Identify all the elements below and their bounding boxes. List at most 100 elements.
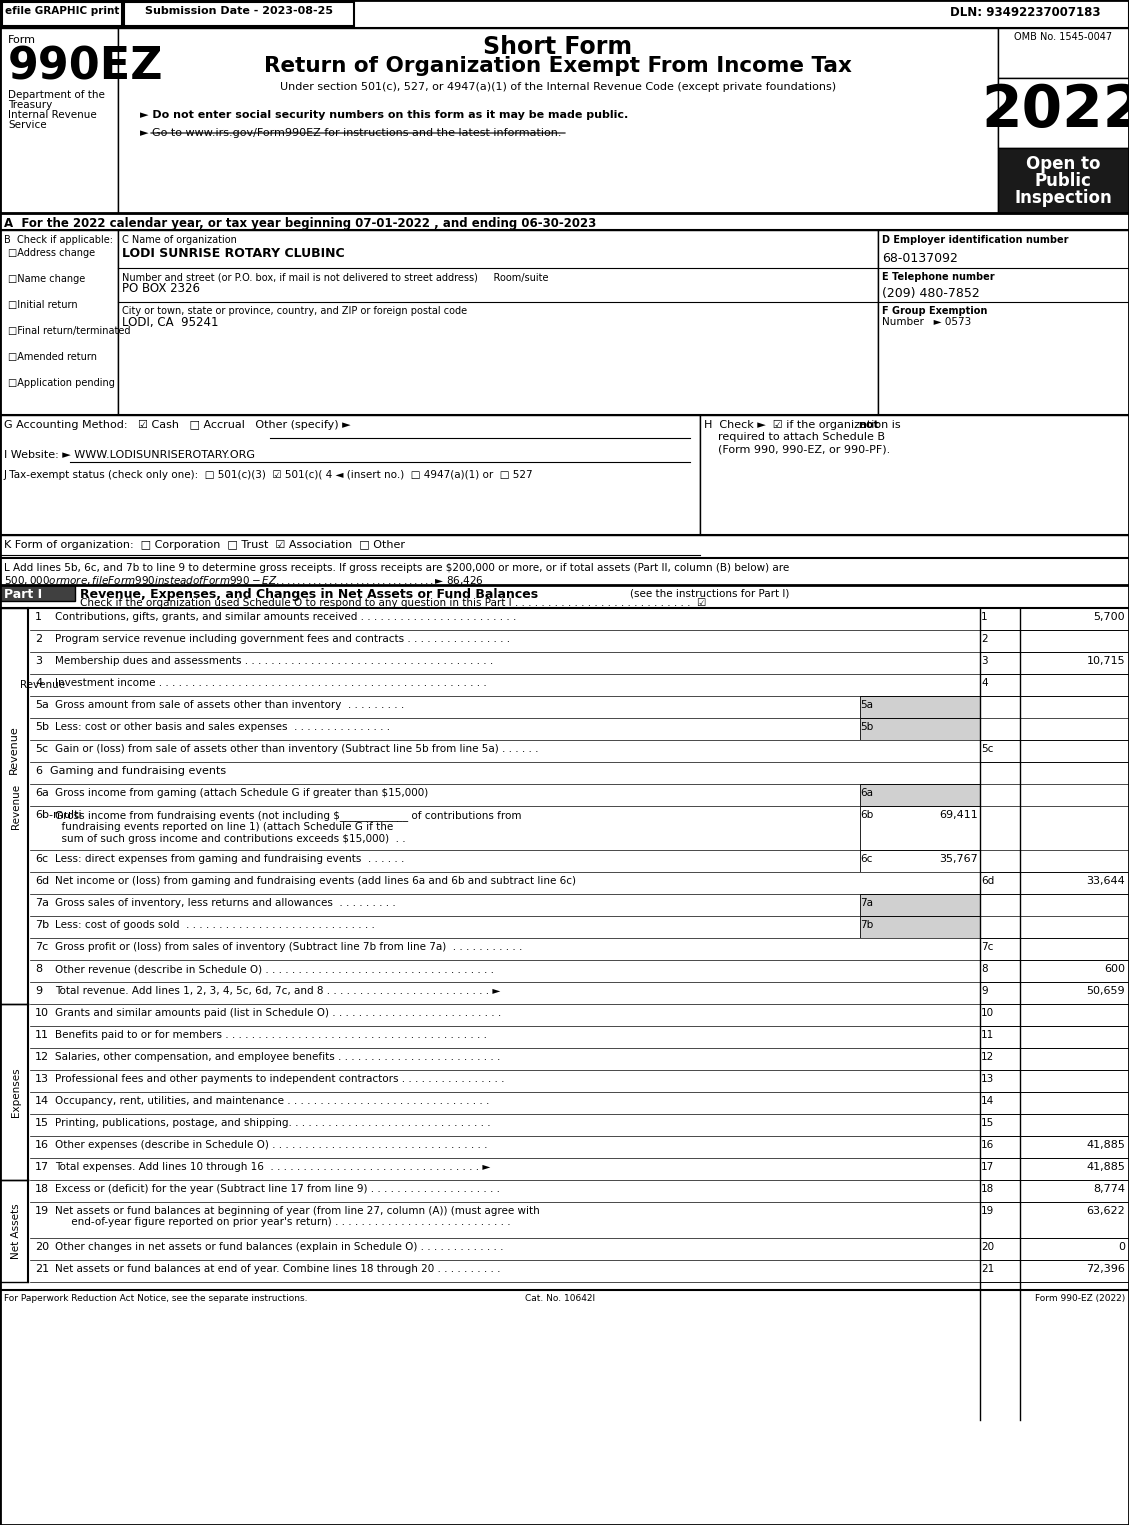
- Text: J Tax-exempt status (check only one):  □ 501(c)(3)  ☑ 501(c)( 4 ◄ (insert no.)  : J Tax-exempt status (check only one): □ …: [5, 470, 534, 480]
- Bar: [860, 917, 980, 938]
- Text: 990EZ: 990EZ: [8, 46, 164, 88]
- Text: 19: 19: [981, 1206, 995, 1215]
- Text: 5a: 5a: [860, 700, 873, 711]
- Bar: [980, 1071, 1019, 1092]
- Bar: [119, 230, 878, 415]
- Bar: [980, 961, 1019, 982]
- Text: 18: 18: [35, 1183, 50, 1194]
- Bar: [878, 230, 1129, 415]
- Text: 10: 10: [35, 1008, 49, 1019]
- Bar: [1019, 1157, 1129, 1180]
- Bar: [860, 849, 980, 872]
- Bar: [980, 1048, 1019, 1071]
- Bar: [1019, 1092, 1129, 1113]
- Bar: [30, 1092, 980, 1113]
- Text: 5c: 5c: [35, 744, 49, 753]
- Text: 19: 19: [35, 1206, 50, 1215]
- Text: I Website: ► WWW.LODISUNRISEROTARY.ORG: I Website: ► WWW.LODISUNRISEROTARY.ORG: [5, 450, 255, 461]
- Text: 7c: 7c: [35, 942, 49, 952]
- Text: 7a: 7a: [860, 898, 873, 907]
- Text: 18: 18: [981, 1183, 995, 1194]
- Text: Treasury: Treasury: [8, 101, 52, 110]
- Bar: [30, 1202, 980, 1238]
- Text: Return of Organization Exempt From Income Tax: Return of Organization Exempt From Incom…: [264, 56, 852, 76]
- Text: ► Go to www.irs.gov/Form990EZ for instructions and the latest information.: ► Go to www.irs.gov/Form990EZ for instru…: [140, 128, 561, 137]
- Text: 10: 10: [981, 1008, 995, 1019]
- Text: 7b: 7b: [860, 920, 873, 930]
- Text: Gross profit or (loss) from sales of inventory (Subtract line 7b from line 7a)  : Gross profit or (loss) from sales of inv…: [55, 942, 523, 952]
- Text: Part I: Part I: [5, 589, 42, 601]
- Text: 1: 1: [35, 612, 42, 622]
- Text: □Initial return: □Initial return: [8, 300, 78, 310]
- Text: 41,885: 41,885: [1086, 1162, 1124, 1173]
- Bar: [30, 849, 980, 872]
- Bar: [119, 27, 998, 214]
- Bar: [30, 807, 980, 849]
- Text: 7c: 7c: [981, 942, 994, 952]
- Text: 16: 16: [981, 1141, 995, 1150]
- Text: L Add lines 5b, 6c, and 7b to line 9 to determine gross receipts. If gross recei: L Add lines 5b, 6c, and 7b to line 9 to …: [5, 563, 789, 573]
- Text: 6b: 6b: [860, 810, 873, 820]
- Text: 2022: 2022: [982, 82, 1129, 139]
- Text: 7a: 7a: [35, 898, 49, 907]
- Text: Other revenue (describe in Schedule O) . . . . . . . . . . . . . . . . . . . . .: Other revenue (describe in Schedule O) .…: [55, 964, 495, 974]
- Text: Other expenses (describe in Schedule O) . . . . . . . . . . . . . . . . . . . . : Other expenses (describe in Schedule O) …: [55, 1141, 488, 1150]
- Bar: [30, 894, 980, 917]
- Text: 50,659: 50,659: [1086, 987, 1124, 996]
- Text: (Form 990, 990-EZ, or 990-PF).: (Form 990, 990-EZ, or 990-PF).: [704, 444, 891, 454]
- Bar: [998, 27, 1129, 78]
- Text: 5b: 5b: [860, 721, 873, 732]
- Text: 5c: 5c: [981, 744, 994, 753]
- Bar: [980, 1202, 1019, 1238]
- Bar: [1019, 608, 1129, 630]
- Bar: [30, 1180, 980, 1202]
- Bar: [980, 674, 1019, 695]
- Bar: [30, 1026, 980, 1048]
- Bar: [1019, 674, 1129, 695]
- Text: 17: 17: [35, 1162, 50, 1173]
- Text: 15: 15: [981, 1118, 995, 1128]
- Text: Net assets or fund balances at end of year. Combine lines 18 through 20 . . . . : Net assets or fund balances at end of ye…: [55, 1264, 500, 1273]
- Bar: [124, 2, 355, 26]
- Text: Form: Form: [8, 35, 36, 46]
- Bar: [1019, 1113, 1129, 1136]
- Text: Public: Public: [1034, 172, 1092, 191]
- Bar: [0, 0, 1129, 27]
- Text: not: not: [858, 419, 878, 430]
- Text: A  For the 2022 calendar year, or tax year beginning 07-01-2022 , and ending 06-: A For the 2022 calendar year, or tax yea…: [5, 217, 596, 230]
- Bar: [30, 1048, 980, 1071]
- Bar: [1019, 1136, 1129, 1157]
- Bar: [30, 1071, 980, 1092]
- Text: 9: 9: [981, 987, 988, 996]
- Text: 6a: 6a: [860, 788, 873, 798]
- Text: 11: 11: [981, 1029, 995, 1040]
- Bar: [30, 1003, 980, 1026]
- Text: Form 990-EZ (2022): Form 990-EZ (2022): [1035, 1295, 1124, 1302]
- Bar: [860, 784, 980, 807]
- Text: 7b: 7b: [35, 920, 50, 930]
- Bar: [1019, 740, 1129, 762]
- Text: 63,622: 63,622: [1086, 1206, 1124, 1215]
- Bar: [30, 1238, 980, 1260]
- Text: 4: 4: [35, 679, 42, 688]
- Text: 3: 3: [35, 656, 42, 666]
- Text: 3: 3: [981, 656, 988, 666]
- Text: Benefits paid to or for members . . . . . . . . . . . . . . . . . . . . . . . . : Benefits paid to or for members . . . . …: [55, 1029, 487, 1040]
- Text: 17: 17: [981, 1162, 995, 1173]
- Text: □Application pending: □Application pending: [8, 378, 115, 387]
- Text: 72,396: 72,396: [1086, 1264, 1124, 1273]
- Bar: [860, 695, 980, 718]
- Text: Revenue: Revenue: [20, 680, 65, 689]
- Text: Contributions, gifts, grants, and similar amounts received . . . . . . . . . . .: Contributions, gifts, grants, and simila…: [55, 612, 516, 622]
- Text: Internal Revenue: Internal Revenue: [8, 110, 97, 120]
- Text: fundraising events reported on line 1) (attach Schedule G if the: fundraising events reported on line 1) (…: [55, 822, 393, 833]
- Text: Occupancy, rent, utilities, and maintenance . . . . . . . . . . . . . . . . . . : Occupancy, rent, utilities, and maintena…: [55, 1096, 489, 1106]
- Text: Grants and similar amounts paid (list in Schedule O) . . . . . . . . . . . . . .: Grants and similar amounts paid (list in…: [55, 1008, 501, 1019]
- Bar: [30, 653, 980, 674]
- Text: LODI, CA  95241: LODI, CA 95241: [122, 316, 219, 329]
- Text: Under section 501(c), 527, or 4947(a)(1) of the Internal Revenue Code (except pr: Under section 501(c), 527, or 4947(a)(1)…: [280, 82, 837, 91]
- Text: 6c: 6c: [35, 854, 49, 865]
- Text: C Name of organization: C Name of organization: [122, 235, 237, 246]
- Text: Other changes in net assets or fund balances (explain in Schedule O) . . . . . .: Other changes in net assets or fund bala…: [55, 1241, 504, 1252]
- Text: 41,885: 41,885: [1086, 1141, 1124, 1150]
